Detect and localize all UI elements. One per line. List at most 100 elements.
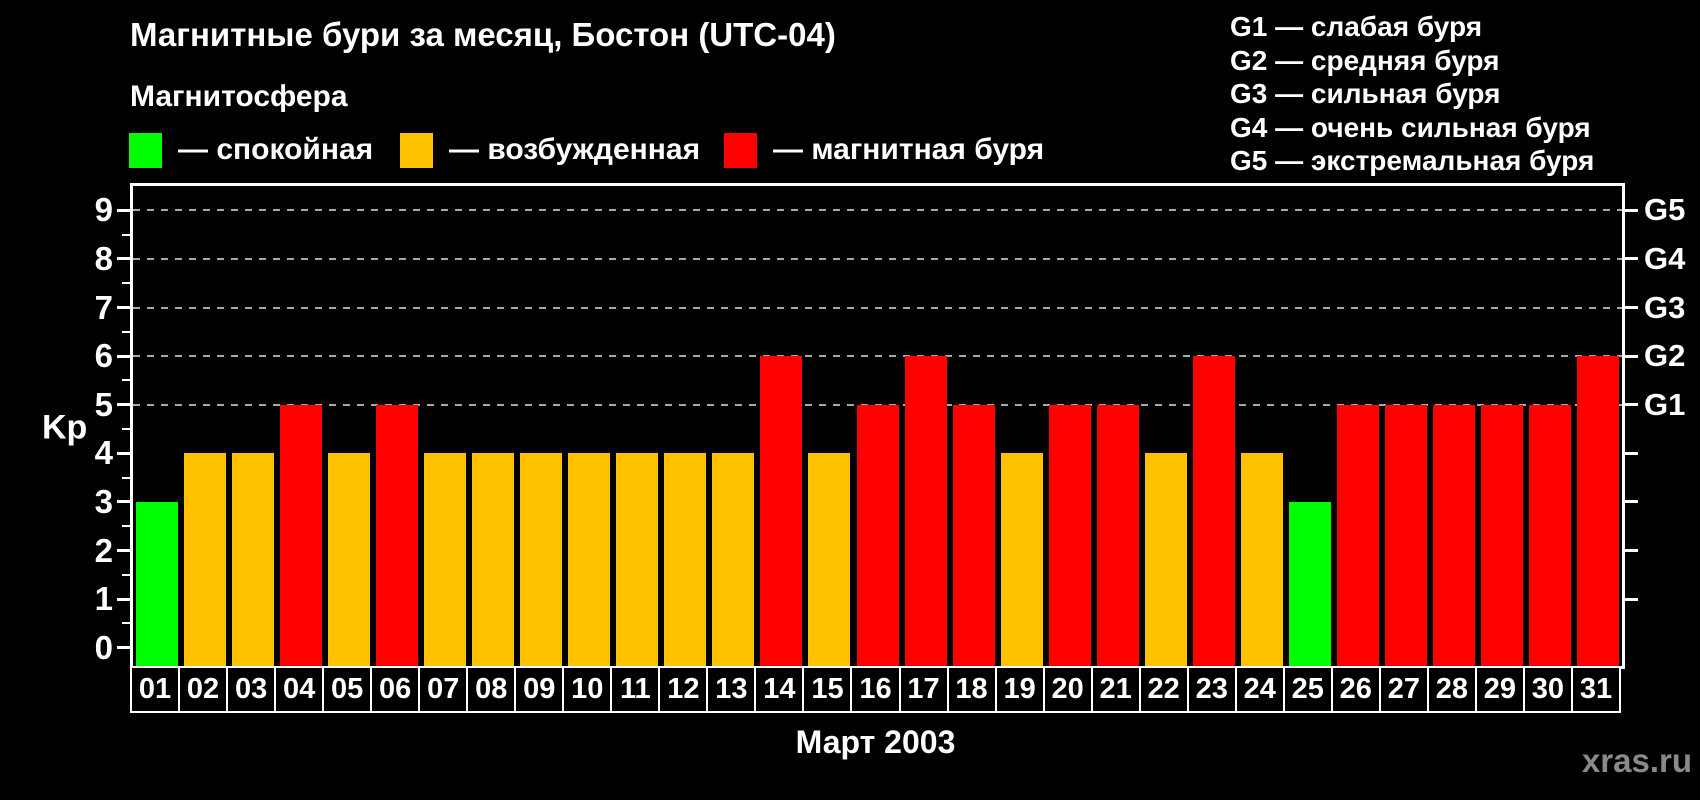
y-axis-tick-2: [117, 549, 130, 553]
active-color-swatch: [400, 132, 433, 168]
x-axis-day-cell-10: 10: [564, 668, 611, 711]
x-axis-day-cell-30: 30: [1524, 668, 1571, 711]
y-axis-tick-3: [117, 500, 130, 504]
y-axis-label-4: 4: [94, 434, 113, 472]
y-axis-label-6: 6: [94, 337, 113, 375]
bar-day-14: [760, 356, 803, 666]
x-axis-day-cell-07: 07: [420, 668, 467, 711]
gridline-kp9: [133, 209, 1622, 212]
x-axis-day-cell-03: 03: [228, 668, 275, 711]
right-axis-tick-4: [1625, 451, 1638, 455]
right-axis-tick-7: [1625, 306, 1638, 310]
bar-day-11: [616, 453, 659, 666]
bar-day-23: [1192, 356, 1235, 666]
bar-day-03: [232, 453, 275, 666]
right-axis-tick-3: [1625, 500, 1638, 504]
bar-day-13: [712, 453, 755, 666]
x-axis-day-cell-25: 25: [1284, 668, 1331, 711]
g-level-label-g3: G3: [1644, 289, 1686, 325]
bar-day-16: [856, 404, 899, 666]
legend-item-quiet: — спокойная: [129, 131, 373, 169]
x-axis-day-cell-29: 29: [1476, 668, 1523, 711]
right-axis-tick-2: [1625, 549, 1638, 553]
x-axis-day-cell-23: 23: [1188, 668, 1235, 711]
y-axis-tick-5: [117, 403, 130, 407]
x-axis-day-cell-05: 05: [324, 668, 371, 711]
bar-day-31: [1576, 356, 1619, 666]
legend-item-active: — возбужденная: [400, 131, 700, 169]
x-axis-day-cell-31: 31: [1572, 668, 1619, 711]
gridline-kp6: [133, 355, 1622, 358]
watermark-xras: xras.ru: [1581, 742, 1692, 779]
magnetosphere-legend-heading: Магнитосфера: [130, 80, 348, 113]
bar-day-17: [904, 356, 947, 666]
bar-day-09: [520, 453, 563, 666]
y-axis-minor-tick: [122, 573, 130, 576]
bar-day-25: [1288, 501, 1331, 666]
right-axis-tick-5: [1625, 403, 1638, 407]
bar-day-22: [1144, 453, 1187, 666]
gridline-kp7: [133, 306, 1622, 309]
x-axis-day-cell-02: 02: [180, 668, 227, 711]
y-axis-minor-tick: [122, 233, 130, 236]
x-axis-day-cell-17: 17: [900, 668, 947, 711]
bar-day-01: [136, 501, 179, 666]
y-axis-label-0: 0: [94, 628, 113, 666]
g-scale-legend: G1 — слабая буря G2 — средняя буря G3 — …: [1230, 10, 1594, 178]
g-legend-line-g5: G5 — экстремальная буря: [1230, 145, 1595, 176]
g-legend-line-g4: G4 — очень сильная буря: [1230, 111, 1591, 143]
x-axis-day-row: 01 02 03 04 05 06 07 08 09 10 11 12 13 14 15 16 17 18 19 20…: [130, 666, 1621, 713]
y-axis-minor-tick: [122, 330, 130, 333]
y-axis-tick-6: [117, 354, 130, 358]
x-axis-day-cell-04: 04: [276, 668, 323, 711]
g-level-label-g1: G1: [1644, 386, 1686, 422]
y-axis-minor-tick: [122, 476, 130, 479]
y-axis-label-2: 2: [94, 531, 113, 569]
quiet-color-swatch: [129, 132, 162, 168]
x-axis-day-cell-27: 27: [1380, 668, 1427, 711]
x-axis-title-month: Март 2003: [795, 724, 956, 760]
bar-day-24: [1240, 453, 1283, 666]
y-axis-title-kp: Kp: [42, 408, 88, 447]
x-axis-day-cell-28: 28: [1428, 668, 1475, 711]
y-axis-minor-tick: [122, 282, 130, 285]
bar-day-29: [1480, 404, 1523, 666]
x-axis-day-cell-21: 21: [1092, 668, 1139, 711]
gridline-kp8: [133, 257, 1622, 260]
right-axis-tick-1: [1625, 597, 1638, 601]
bar-day-02: [184, 453, 227, 666]
bar-day-05: [328, 453, 371, 666]
y-axis-tick-7: [117, 306, 130, 310]
right-axis-tick-6: [1625, 354, 1638, 358]
g-legend-line-g1: G1 — слабая буря: [1230, 11, 1483, 42]
x-axis-day-cell-06: 06: [372, 668, 419, 711]
bar-day-12: [664, 453, 707, 666]
y-axis-label-9: 9: [94, 191, 113, 229]
y-axis-label-1: 1: [94, 580, 113, 618]
x-axis-day-cell-01: 01: [132, 668, 179, 711]
g-level-label-g5: G5: [1644, 192, 1686, 228]
right-axis-tick-8: [1625, 257, 1638, 261]
legend-item-label: — спокойная: [178, 133, 374, 166]
bar-day-19: [1000, 453, 1043, 666]
x-axis-day-cell-15: 15: [804, 668, 851, 711]
x-axis-day-cell-19: 19: [996, 668, 1043, 711]
g-level-label-g2: G2: [1644, 338, 1686, 374]
y-axis-tick-4: [117, 451, 130, 455]
legend-item-label: — возбужденная: [449, 133, 701, 166]
bar-day-20: [1048, 404, 1091, 666]
x-axis-day-cell-22: 22: [1140, 668, 1187, 711]
y-axis-minor-tick: [122, 379, 130, 382]
x-axis-day-cell-08: 08: [468, 668, 515, 711]
y-axis-tick-8: [117, 257, 130, 261]
x-axis-day-cell-20: 20: [1044, 668, 1091, 711]
y-axis-label-3: 3: [94, 482, 113, 520]
x-axis-day-cell-26: 26: [1332, 668, 1379, 711]
bar-day-26: [1336, 404, 1379, 666]
y-axis-label-7: 7: [94, 288, 113, 326]
bar-day-07: [424, 453, 467, 666]
bar-day-28: [1432, 404, 1475, 666]
bar-day-04: [280, 404, 323, 666]
x-axis-day-cell-14: 14: [756, 668, 803, 711]
